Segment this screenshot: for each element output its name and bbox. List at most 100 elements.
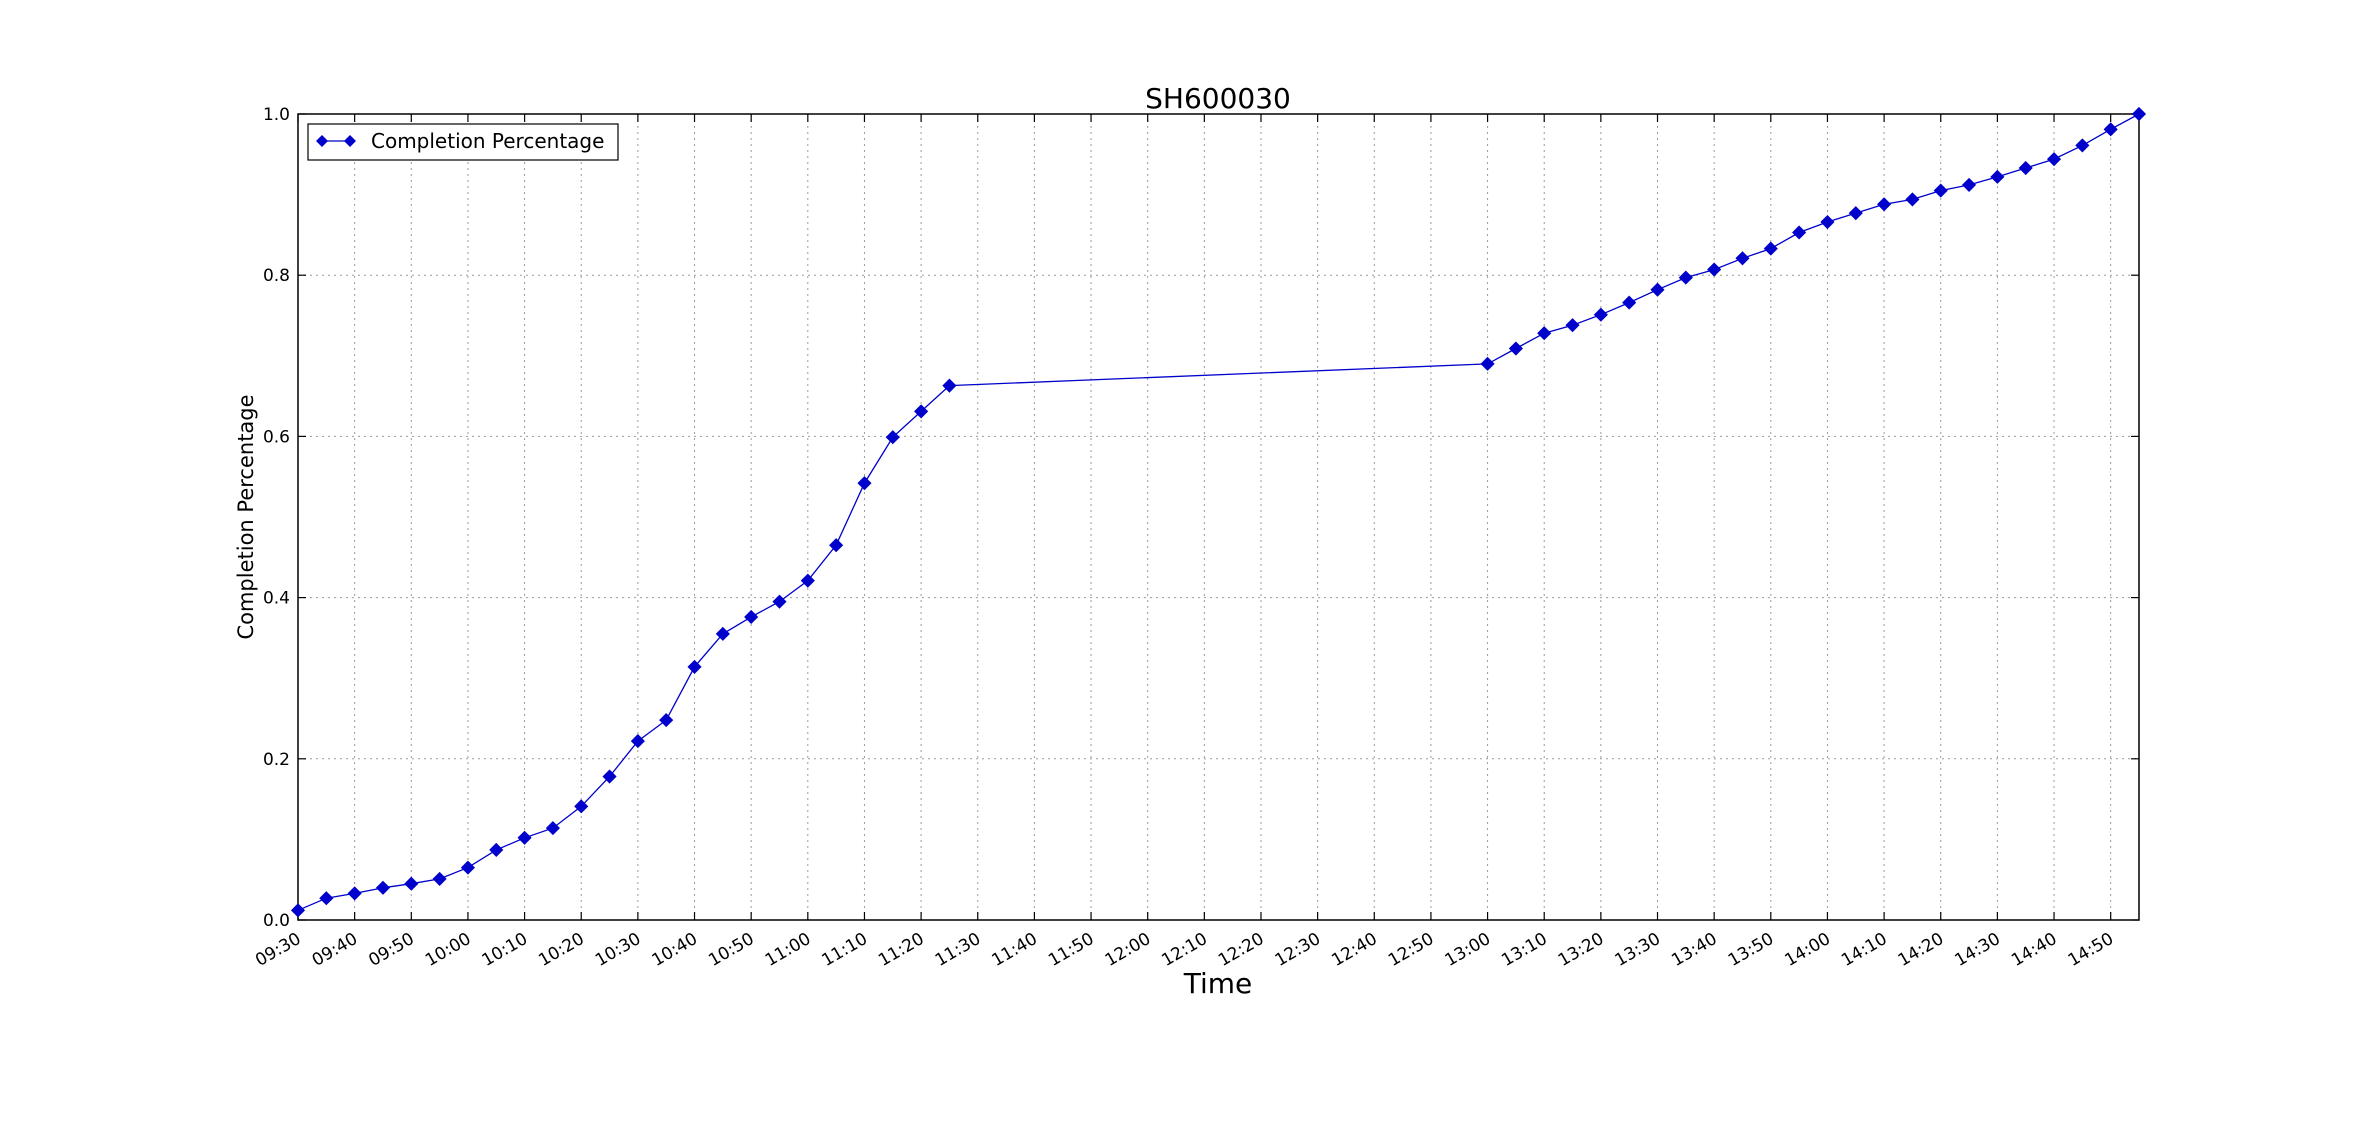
data-point xyxy=(857,476,872,491)
data-point xyxy=(517,830,532,845)
data-point xyxy=(1990,169,2005,184)
data-point xyxy=(1763,241,1778,256)
data-point xyxy=(1707,262,1722,277)
x-tick-label: 10:00 xyxy=(422,929,474,971)
x-tick-label: 10:10 xyxy=(479,929,531,971)
x-tick-label: 13:40 xyxy=(1668,929,1720,971)
x-tick-label: 14:10 xyxy=(1838,929,1890,971)
x-tick-label: 09:40 xyxy=(309,929,361,971)
data-point xyxy=(375,880,391,895)
data-point xyxy=(1480,356,1495,371)
legend-box xyxy=(307,123,619,161)
data-point xyxy=(1848,206,1863,221)
data-point xyxy=(432,871,447,886)
x-axis-label: Time xyxy=(1183,967,1253,1000)
x-tick-label: 14:30 xyxy=(1951,929,2003,971)
data-point xyxy=(1933,183,1948,198)
data-point xyxy=(687,659,702,674)
y-tick-label: 1.0 xyxy=(263,105,290,125)
data-point xyxy=(2075,138,2090,153)
data-point xyxy=(659,713,674,728)
x-tick-label: 11:40 xyxy=(988,929,1040,971)
data-point xyxy=(489,842,504,857)
data-point xyxy=(602,769,617,784)
x-tick-label: 13:10 xyxy=(1498,929,1550,971)
x-tick-label: 14:50 xyxy=(2065,929,2117,971)
x-tick-label: 13:20 xyxy=(1555,929,1607,971)
data-point xyxy=(1650,282,1665,297)
x-tick-label: 14:00 xyxy=(1782,929,1834,971)
data-point xyxy=(942,378,957,393)
data-point xyxy=(829,538,844,553)
x-tick-label: 13:30 xyxy=(1612,929,1664,971)
x-tick-label: 12:10 xyxy=(1158,929,1210,971)
y-tick-label: 0.0 xyxy=(263,911,290,931)
data-point xyxy=(347,886,362,901)
data-point xyxy=(290,903,306,918)
x-tick-label: 12:20 xyxy=(1215,929,1267,971)
data-point xyxy=(1593,307,1608,322)
x-tick-label: 12:50 xyxy=(1385,929,1437,971)
x-tick-label: 09:50 xyxy=(365,929,417,971)
data-point xyxy=(744,609,759,625)
data-point xyxy=(1678,270,1693,285)
x-tick-label: 10:40 xyxy=(649,929,701,971)
x-tick-label: 11:50 xyxy=(1045,929,1097,971)
grid xyxy=(297,113,2139,921)
data-point xyxy=(1820,214,1835,230)
series xyxy=(290,106,2147,918)
data-point xyxy=(1792,225,1807,240)
x-tick-label: 09:30 xyxy=(252,929,304,971)
data-point xyxy=(1622,295,1637,310)
y-axis-label: Completion Percentage xyxy=(234,394,258,639)
y-tick-label: 0.4 xyxy=(263,589,290,609)
x-tick-label: 14:40 xyxy=(2008,929,2060,971)
x-tick-label: 10:20 xyxy=(535,929,587,971)
axis-ticks: 09:30 09:40 09:50 10:00 10:10 10:20 10:30 10:40… xyxy=(252,105,2139,971)
legend-label: Completion Percentage xyxy=(371,129,604,153)
x-tick-label: 13:50 xyxy=(1725,929,1777,971)
x-tick-label: 10:30 xyxy=(592,929,644,971)
data-point xyxy=(2131,106,2147,122)
data-point xyxy=(1905,192,1920,207)
x-tick-label: 12:40 xyxy=(1328,929,1380,971)
data-point xyxy=(2046,152,2062,167)
data-point xyxy=(1735,251,1750,266)
x-tick-label: 11:00 xyxy=(762,929,814,971)
data-point xyxy=(772,594,787,609)
legend: Completion Percentage xyxy=(307,123,619,161)
x-tick-label: 12:00 xyxy=(1102,929,1154,971)
data-point xyxy=(800,573,815,588)
data-point xyxy=(574,799,589,814)
data-point xyxy=(630,734,645,749)
y-tick-label: 0.6 xyxy=(263,427,290,447)
data-point xyxy=(1537,326,1552,341)
legend-marker xyxy=(316,135,328,147)
x-tick-label: 11:20 xyxy=(875,929,927,971)
data-point xyxy=(404,876,419,891)
data-point xyxy=(1877,197,1892,212)
series-line xyxy=(297,113,2140,911)
data-point xyxy=(460,860,476,875)
x-tick-label: 12:30 xyxy=(1272,929,1324,971)
data-point xyxy=(885,430,900,445)
data-point xyxy=(2018,160,2033,176)
data-point xyxy=(545,821,560,836)
x-tick-label: 11:10 xyxy=(819,929,871,971)
data-point xyxy=(1508,341,1523,356)
legend-marker xyxy=(344,135,356,147)
x-tick-label: 13:00 xyxy=(1442,929,1494,971)
data-point xyxy=(715,626,730,641)
y-tick-label: 0.8 xyxy=(263,266,290,286)
plot-area xyxy=(297,113,2140,921)
data-point xyxy=(1565,318,1580,333)
x-tick-label: 14:20 xyxy=(1895,929,1947,971)
chart-title: SH600030 xyxy=(1145,82,1291,115)
data-point xyxy=(2103,122,2118,137)
data-point xyxy=(1961,177,1977,192)
data-point xyxy=(319,891,334,906)
x-tick-label: 11:30 xyxy=(932,929,984,971)
y-tick-label: 0.2 xyxy=(263,750,290,770)
x-tick-label: 10:50 xyxy=(705,929,757,971)
